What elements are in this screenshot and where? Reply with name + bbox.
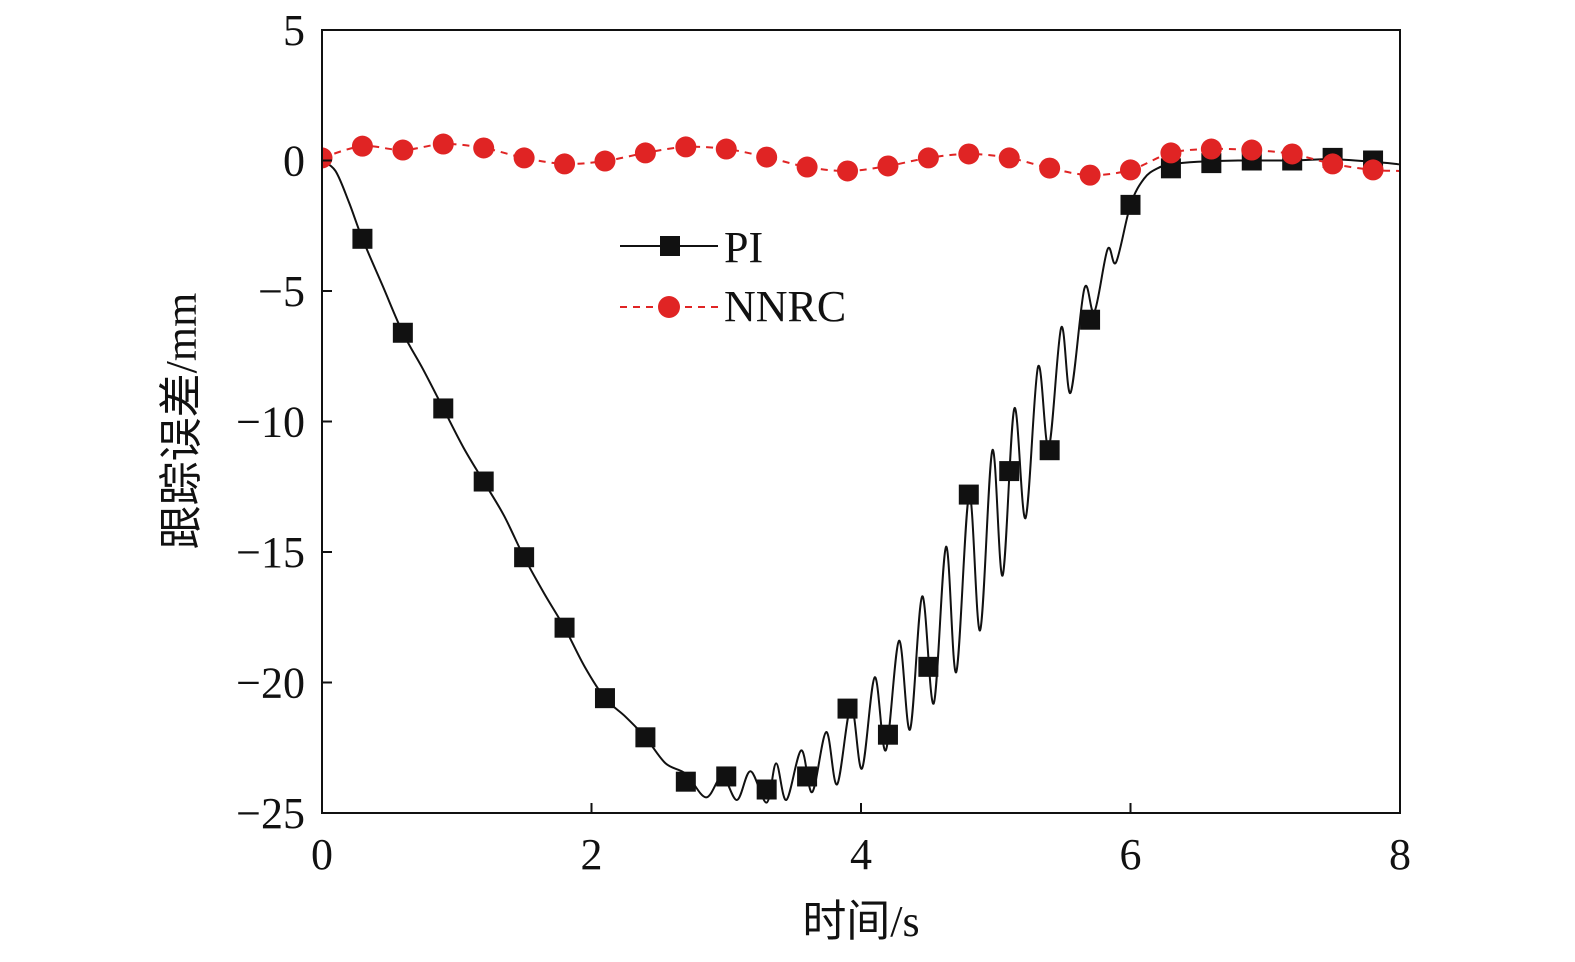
pi-marker <box>958 484 979 505</box>
x-tick-label: 2 <box>581 830 603 879</box>
nnrc-marker <box>1322 153 1344 175</box>
legend-nnrc-marker <box>658 296 680 318</box>
pi-marker <box>392 322 413 343</box>
nnrc-marker <box>1039 157 1061 179</box>
pi-marker <box>352 228 373 249</box>
nnrc-marker <box>1120 159 1141 181</box>
nnrc-marker <box>1362 159 1384 181</box>
pi-marker <box>554 617 575 638</box>
pi-marker <box>716 766 737 787</box>
pi-marker <box>675 771 696 792</box>
y-tick-label: −10 <box>236 398 305 447</box>
nnrc-marker <box>877 155 899 177</box>
y-axis-label: 跟踪误差/mm <box>157 293 206 550</box>
nnrc-marker <box>796 156 818 178</box>
nnrc-line <box>322 143 1400 177</box>
legend-pi-label: PI <box>724 223 763 272</box>
nnrc-marker <box>473 137 495 159</box>
nnrc-marker <box>1079 164 1101 186</box>
x-tick-label: 4 <box>850 830 872 879</box>
nnrc-marker <box>998 147 1020 169</box>
pi-marker <box>1120 194 1141 215</box>
pi-marker <box>514 547 535 568</box>
pi-marker <box>1160 158 1181 179</box>
nnrc-marker <box>1160 142 1182 164</box>
x-tick-label: 8 <box>1389 830 1411 879</box>
y-tick-label: −25 <box>236 789 305 838</box>
y-tick-label: −20 <box>236 659 305 708</box>
x-tick-label: 0 <box>311 830 333 879</box>
nnrc-marker <box>554 153 576 175</box>
y-tick-label: −5 <box>258 267 305 316</box>
pi-marker <box>756 779 777 800</box>
nnrc-marker <box>634 142 656 164</box>
nnrc-marker <box>756 146 778 168</box>
y-tick-label: −15 <box>236 528 305 577</box>
series-pi <box>322 147 1400 804</box>
y-tick-label: 5 <box>283 6 305 55</box>
x-tick-label: 6 <box>1120 830 1142 879</box>
nnrc-marker <box>837 160 859 182</box>
nnrc-marker <box>1241 139 1263 161</box>
x-axis-label: 时间/s <box>802 897 919 946</box>
legend: PI NNRC <box>620 223 846 331</box>
pi-marker <box>1080 309 1101 330</box>
nnrc-marker <box>1200 138 1222 160</box>
pi-marker <box>473 471 494 492</box>
nnrc-marker <box>715 138 737 160</box>
nnrc-marker <box>594 150 616 172</box>
legend-nnrc-label: NNRC <box>724 282 846 331</box>
pi-marker <box>1039 440 1060 461</box>
pi-marker <box>837 698 858 719</box>
pi-marker <box>433 398 454 419</box>
nnrc-marker <box>1281 143 1303 165</box>
nnrc-marker <box>958 143 980 165</box>
pi-marker <box>635 727 656 748</box>
nnrc-marker <box>351 135 373 157</box>
nnrc-marker <box>392 139 414 161</box>
pi-marker <box>877 724 898 745</box>
series-nnrc <box>322 133 1400 186</box>
pi-marker <box>797 766 818 787</box>
nnrc-marker <box>917 147 939 169</box>
y-tick-label: 0 <box>283 137 305 186</box>
nnrc-marker <box>322 147 333 169</box>
pi-marker <box>999 461 1020 482</box>
ticks-layer: 0 2 4 6 8 5 0 −5 −10 −15 −20 −25 <box>236 6 1411 879</box>
nnrc-marker <box>432 133 454 155</box>
nnrc-marker <box>513 147 535 169</box>
legend-pi-marker <box>660 236 680 256</box>
nnrc-marker <box>675 136 697 158</box>
pi-marker <box>594 688 615 709</box>
series-layer <box>322 133 1400 804</box>
pi-marker <box>918 656 939 677</box>
